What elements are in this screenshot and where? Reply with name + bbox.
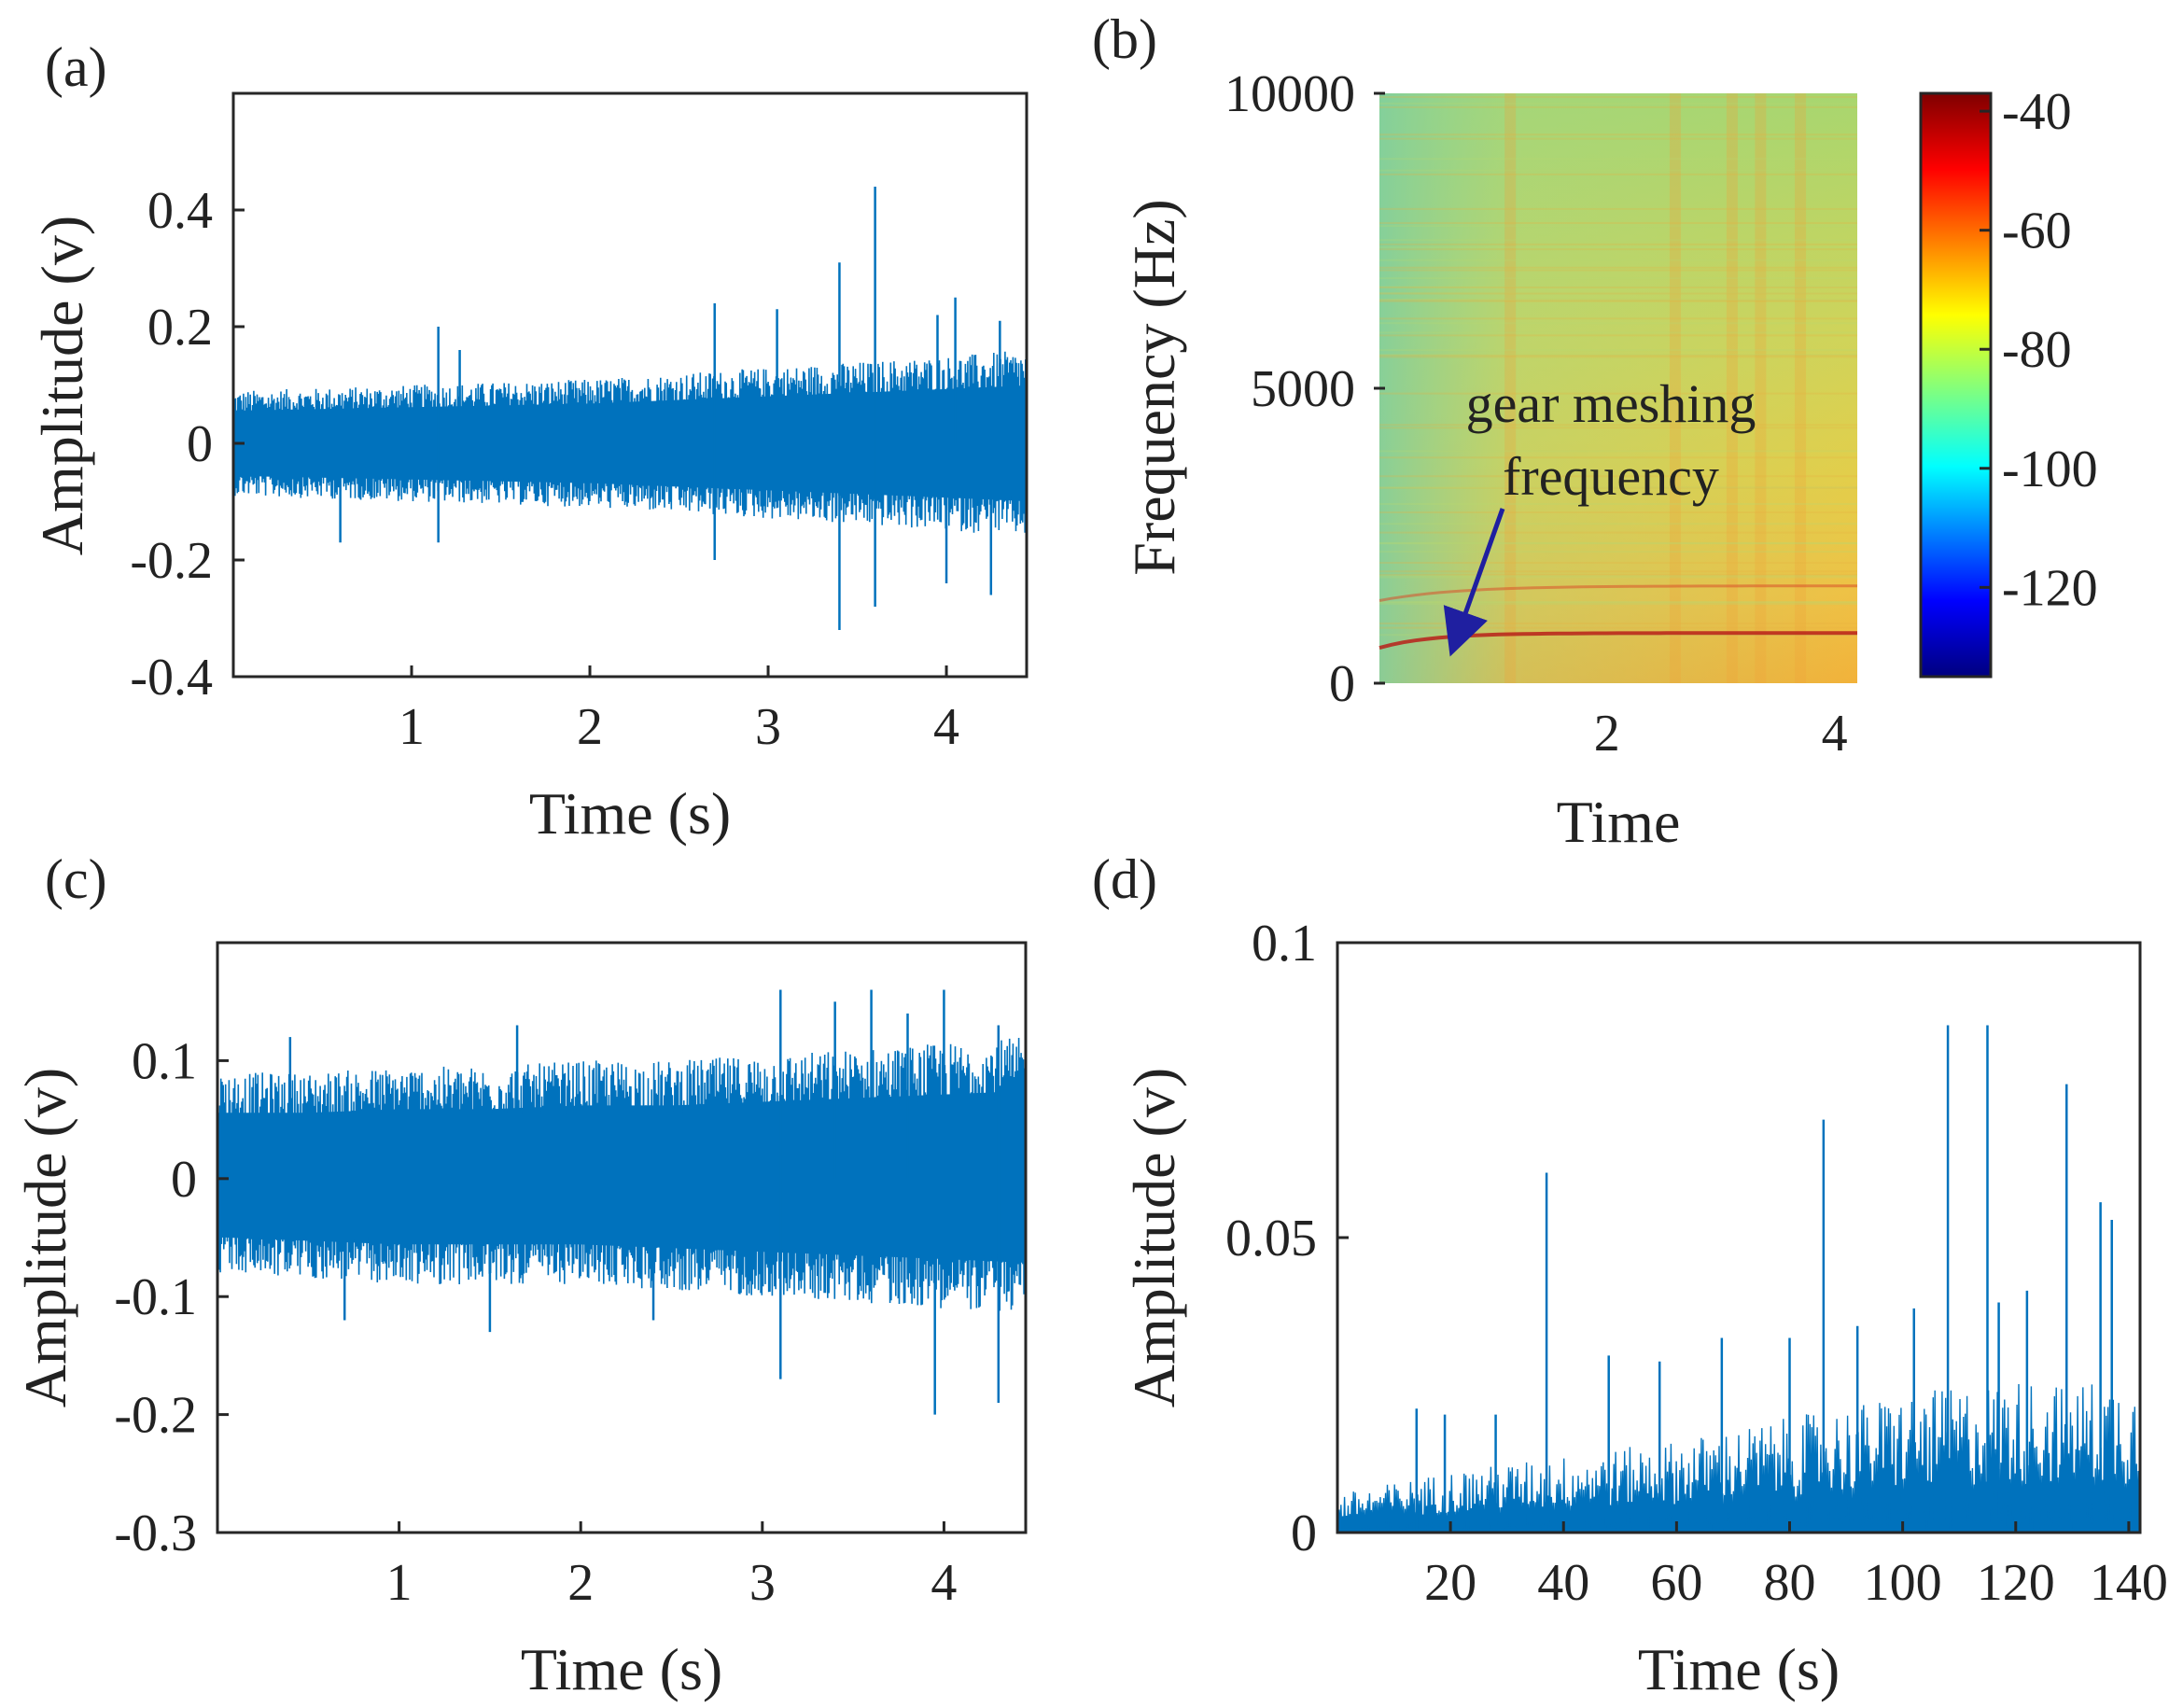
- y-tick-label: 0.05: [1225, 1210, 1317, 1267]
- y-tick-label: 5000: [1251, 360, 1355, 418]
- y-tick-label: -0.3: [114, 1505, 197, 1562]
- x-tick-label: 40: [1537, 1554, 1589, 1612]
- panel-label-a: (a): [45, 36, 107, 98]
- x-tick-label: 3: [755, 698, 781, 756]
- x-tick-label: 3: [749, 1554, 776, 1612]
- x-tick-label: 140: [2090, 1554, 2168, 1612]
- x-ticks-c: 1 2 3 4: [386, 1521, 957, 1612]
- y-axis-label-c: Amplitude (v): [12, 1068, 78, 1407]
- signal-line: [217, 1037, 1027, 1311]
- colorbar-ticks: -40 -60 -80 -100 -120: [1980, 83, 2098, 617]
- signal-trace-a: [232, 187, 1028, 630]
- y-ticks-a: -0.4 -0.2 0 0.2 0.4: [130, 182, 245, 707]
- panel-a: (a) 1 2 3 4 -0.4 -0.2 0 0.2 0.4 Time (s) Amplit…: [29, 36, 1029, 847]
- x-tick-label: 2: [577, 698, 603, 756]
- y-ticks-b: 0 5000 10000: [1224, 65, 1385, 713]
- x-axis-label-c: Time (s): [521, 1636, 722, 1702]
- y-tick-label: 0: [187, 415, 213, 473]
- panel-c: (c) 1 2 3 4 -0.3 -0.2 -0.1 0 0.1 Time (s) Ampli…: [12, 848, 1028, 1702]
- y-tick-label: 0.1: [132, 1032, 197, 1090]
- y-tick-label: 0.4: [147, 182, 213, 240]
- annotation-line-1: gear meshing: [1466, 373, 1756, 434]
- x-tick-label: 80: [1764, 1554, 1816, 1612]
- amplitude-trace: [1336, 1381, 2141, 1533]
- energy-streak: [1755, 93, 1767, 683]
- x-tick-label: 120: [1977, 1554, 2055, 1612]
- annotation-arrow: [1443, 508, 1505, 657]
- y-tick-label: 0: [1291, 1505, 1317, 1562]
- energy-streak: [1504, 93, 1517, 683]
- colorbar: [1919, 91, 1993, 679]
- y-axis-label-a: Amplitude (v): [29, 216, 95, 555]
- y-tick-label: -0.4: [130, 649, 213, 707]
- panel-label-c: (c): [45, 848, 107, 910]
- x-axis-label-a: Time (s): [529, 780, 731, 847]
- panel-label-b: (b): [1092, 8, 1157, 70]
- signal-trace-d: [1336, 1025, 2141, 1533]
- colorbar-tick-label: -100: [2002, 441, 2098, 498]
- y-tick-label: -0.1: [114, 1268, 197, 1326]
- colorbar-tick-label: -120: [2002, 559, 2098, 617]
- x-tick-label: 4: [931, 1554, 957, 1612]
- axes-frame-a: [231, 91, 1029, 679]
- y-axis-label-b: Frequency (Hz): [1121, 199, 1187, 575]
- energy-streak: [1795, 93, 1807, 683]
- annotation-line-2: frequency: [1503, 446, 1719, 507]
- x-tick-label: 1: [399, 698, 425, 756]
- y-tick-label: 0.2: [147, 299, 213, 357]
- x-ticks-a: 1 2 3 4: [399, 665, 959, 756]
- x-ticks-d: 20 40 60 80 100 120 140: [1424, 1521, 2168, 1612]
- signal-line: [232, 351, 1028, 533]
- x-tick-label: 4: [933, 698, 959, 756]
- energy-streak: [1726, 93, 1738, 683]
- y-tick-label: 0: [171, 1151, 197, 1209]
- y-axis-label-d: Amplitude (v): [1121, 1068, 1187, 1407]
- y-tick-label: 0.1: [1252, 915, 1317, 973]
- y-tick-label: -0.2: [114, 1387, 197, 1445]
- y-tick-label: -0.2: [130, 532, 213, 590]
- y-tick-label: 0: [1329, 655, 1355, 713]
- y-ticks-c: -0.3 -0.2 -0.1 0 0.1: [114, 1032, 229, 1562]
- y-ticks-d: 0 0.05 0.1: [1225, 915, 1349, 1562]
- x-axis-label-b: Time: [1557, 789, 1681, 855]
- y-tick-label: 10000: [1224, 65, 1355, 123]
- x-tick-label: 4: [1822, 705, 1848, 763]
- x-tick-label: 2: [567, 1554, 594, 1612]
- x-axis-label-d: Time (s): [1638, 1636, 1840, 1702]
- x-tick-label: 100: [1864, 1554, 1942, 1612]
- x-tick-label: 60: [1650, 1554, 1702, 1612]
- x-tick-label: 2: [1594, 705, 1620, 763]
- harmonic-line: [1378, 584, 1858, 602]
- colorbar-tick-label: -60: [2002, 203, 2072, 260]
- colorbar-tick-label: -80: [2002, 321, 2072, 379]
- axes-frame-c: [216, 941, 1028, 1534]
- x-tick-label: 20: [1424, 1554, 1476, 1612]
- panel-d: (d) 20 40 60 80 100 120 140 00.050.1 Time (s) …: [1092, 848, 2168, 1702]
- energy-streak: [1669, 93, 1681, 683]
- panel-label-d: (d): [1092, 848, 1157, 910]
- x-tick-label: 1: [386, 1554, 413, 1612]
- colorbar-tick-label: -40: [2002, 83, 2072, 141]
- signal-trace-c: [217, 989, 1027, 1415]
